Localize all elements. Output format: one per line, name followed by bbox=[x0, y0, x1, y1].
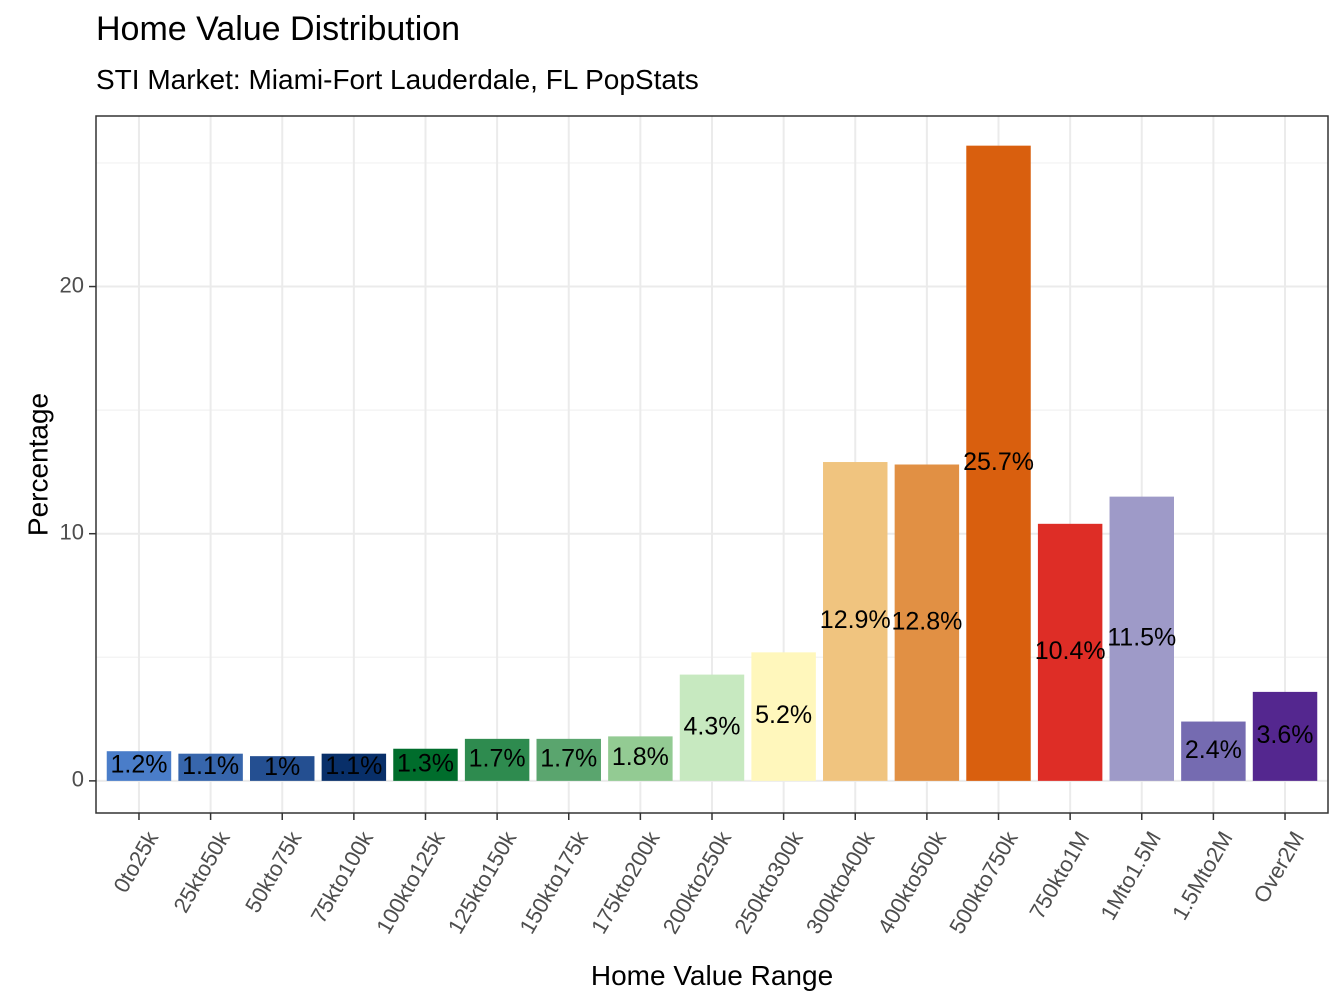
bars bbox=[106, 145, 1318, 781]
x-axis-title: Home Value Range bbox=[591, 960, 833, 991]
bar-labels: 1.2% 1.1% 1% 1.1% 1.3% 1.7% 1.7% 1.8% 4.3% 5.2% 12… bbox=[110, 448, 1313, 781]
x-tick-label: 300kto400k bbox=[801, 826, 880, 938]
x-tick-label: 1Mto1.5M bbox=[1095, 827, 1166, 924]
bar-data-label: 10.4% bbox=[1035, 637, 1106, 665]
bar-data-label: 1.8% bbox=[612, 743, 669, 771]
bar-data-label: 1.7% bbox=[540, 744, 597, 772]
bar bbox=[1181, 721, 1246, 781]
x-tick-label: 25kto50k bbox=[168, 826, 235, 917]
x-tick-label: 75kto100k bbox=[306, 826, 379, 927]
y-axis-title: Percentage bbox=[22, 393, 53, 536]
bar-data-label: 4.3% bbox=[684, 712, 741, 740]
bar-data-label: 1.7% bbox=[469, 744, 526, 772]
bar-data-label: 1.2% bbox=[110, 751, 167, 779]
chart-title: Home Value Distribution bbox=[96, 10, 461, 48]
x-tick-label: 150kto175k bbox=[514, 826, 593, 938]
x-tick-label: 1.5Mto2M bbox=[1167, 827, 1238, 924]
bar bbox=[536, 738, 601, 781]
x-tick-label: 100kto125k bbox=[371, 826, 450, 938]
bar-data-label: 2.4% bbox=[1185, 736, 1242, 764]
x-tick-label: 750kto1M bbox=[1024, 827, 1094, 923]
bar bbox=[608, 736, 673, 781]
x-tick-label: 250kto300k bbox=[729, 826, 808, 938]
y-tick-label: 0 bbox=[72, 767, 84, 792]
x-tick-label: 400kto500k bbox=[873, 826, 952, 938]
bar-data-label: 11.5% bbox=[1107, 623, 1176, 651]
bar bbox=[321, 753, 387, 781]
bar-data-label: 3.6% bbox=[1257, 721, 1314, 749]
bar-data-label: 1% bbox=[264, 753, 300, 781]
chart-subtitle: STI Market: Miami-Fort Lauderdale, FL Po… bbox=[96, 64, 699, 95]
bar-data-label: 25.7% bbox=[963, 448, 1034, 476]
x-tick-label: 175kto200k bbox=[586, 826, 665, 938]
x-tick-label: 125kto150k bbox=[443, 826, 522, 938]
bar-data-label: 12.8% bbox=[891, 607, 962, 635]
bar-data-label: 1.1% bbox=[182, 752, 239, 780]
bar-data-label: 1.3% bbox=[397, 749, 454, 777]
bar bbox=[1252, 691, 1318, 781]
y-tick-label: 10 bbox=[60, 520, 84, 545]
bar-data-label: 5.2% bbox=[755, 701, 812, 729]
bar bbox=[751, 652, 816, 781]
y-tick-label: 20 bbox=[60, 272, 84, 297]
x-tick-label: 200kto250k bbox=[658, 826, 737, 938]
bar bbox=[106, 751, 172, 781]
bar bbox=[966, 145, 1031, 781]
bar bbox=[250, 756, 315, 781]
bar bbox=[679, 674, 745, 781]
x-tick-label: 0to25k bbox=[108, 826, 163, 897]
bar bbox=[823, 462, 888, 781]
x-tick-label: 500kto750k bbox=[944, 826, 1023, 938]
bar-data-label: 1.1% bbox=[325, 752, 382, 780]
bar bbox=[1037, 523, 1103, 781]
bar bbox=[178, 753, 243, 781]
x-tick-label: 50kto75k bbox=[240, 826, 307, 917]
bar-data-label: 12.9% bbox=[820, 606, 891, 634]
bar bbox=[894, 464, 960, 781]
bar bbox=[1109, 496, 1174, 781]
bar bbox=[464, 738, 530, 781]
x-tick-label: Over2M bbox=[1248, 827, 1309, 907]
bar bbox=[393, 748, 458, 781]
